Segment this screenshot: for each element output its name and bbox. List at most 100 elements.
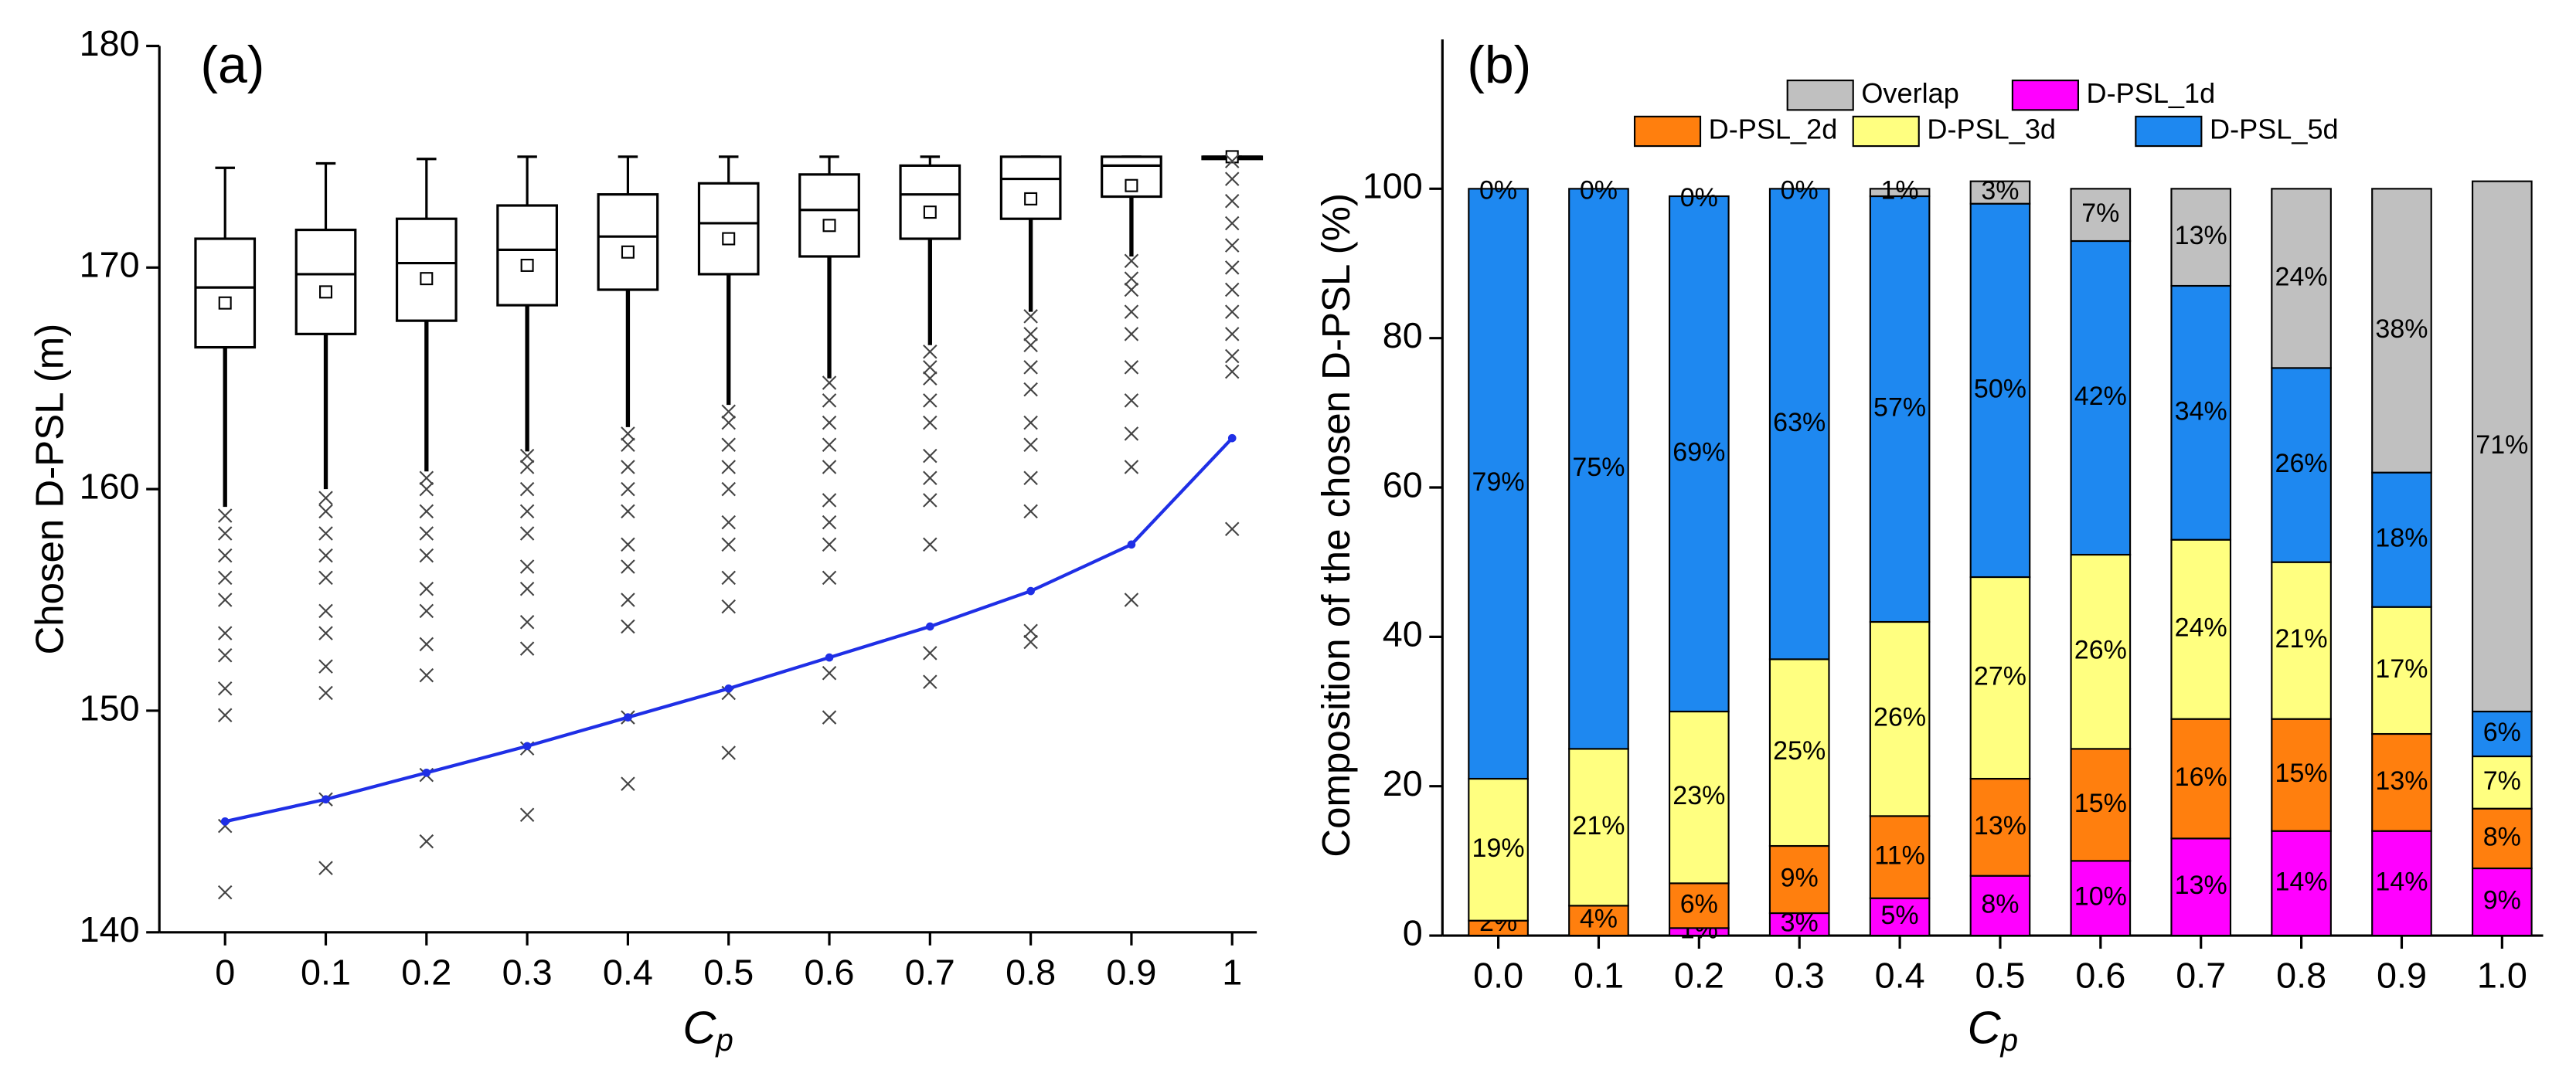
outlier [721, 599, 736, 614]
x-tick-label: 0.3 [502, 952, 553, 992]
outlier [1023, 338, 1038, 352]
y-tick-label: 20 [1383, 763, 1423, 803]
value-label: 71% [2476, 430, 2528, 460]
line-point [724, 684, 733, 693]
x-tick-label: 0.8 [2276, 956, 2326, 996]
outlier [1023, 309, 1038, 324]
bar-segment [1468, 188, 1529, 780]
outlier [923, 415, 938, 430]
outlier [923, 674, 938, 689]
x-tick-label: 0.9 [1106, 952, 1156, 992]
outlier [621, 537, 635, 552]
bar-segment [2070, 239, 2132, 556]
y-axis-label: Chosen D-PSL (m) [27, 324, 71, 655]
outlier [217, 548, 233, 563]
outlier [721, 460, 736, 474]
outlier [419, 603, 434, 619]
outlier [519, 614, 535, 630]
value-label: 13% [2375, 766, 2428, 796]
bar-segment [1969, 875, 2031, 937]
value-label: 27% [1974, 662, 2026, 691]
bar-segment [1869, 897, 1931, 937]
y-tick-label: 100 [1363, 166, 1423, 206]
line-point [522, 742, 532, 751]
chart-title: (a) [200, 36, 264, 94]
outlier [318, 548, 333, 563]
outlier [923, 493, 938, 508]
outlier [419, 504, 434, 519]
legend-label: D-PSL_1d [2087, 77, 2216, 109]
legend-label: Overlap [1861, 77, 1958, 109]
outlier [217, 626, 233, 640]
x-tick-label: 0.6 [805, 952, 855, 992]
bar-segment [1468, 777, 1529, 922]
value-label: 42% [2074, 382, 2127, 411]
outlier [621, 481, 635, 497]
outlier [1023, 360, 1038, 375]
bar-segment [2070, 748, 2132, 862]
y-axis-label: Composition of the chosen D-PSL (%) [1314, 193, 1358, 858]
value-label: 23% [1673, 781, 1725, 810]
value-label: 10% [2074, 882, 2127, 912]
box [1101, 155, 1162, 199]
outlier [217, 570, 233, 586]
x-axis-label-sub: p [2000, 1022, 2018, 1058]
mean [1225, 150, 1239, 164]
value-label: 7% [2081, 199, 2119, 228]
outlier [318, 685, 333, 701]
box [597, 193, 659, 291]
outlier [318, 861, 333, 875]
line-point [422, 768, 431, 777]
outlier [419, 667, 434, 683]
x-tick-label: 0.2 [401, 952, 451, 992]
outlier [822, 493, 837, 508]
legend-swatch [2135, 115, 2203, 148]
outlier [923, 360, 938, 375]
outlier [419, 526, 434, 541]
value-label: 13% [1974, 811, 2026, 841]
outlier [1224, 282, 1240, 297]
legend-swatch [1633, 115, 1702, 148]
value-label: 26% [2074, 636, 2127, 665]
y-tick-label: 150 [80, 688, 140, 728]
outlier [519, 559, 535, 574]
y-tick-label: 140 [80, 909, 140, 949]
outlier [621, 593, 635, 607]
bar-segment [1768, 912, 1830, 937]
outlier [721, 537, 736, 552]
outlier [721, 437, 736, 453]
outlier [318, 570, 333, 586]
y-tick-label: 60 [1383, 464, 1423, 504]
outlier [721, 570, 736, 586]
y-tick-label: 40 [1383, 614, 1423, 654]
value-label: 7% [2483, 766, 2521, 796]
box [395, 217, 458, 322]
mean [420, 272, 434, 286]
outlier [1023, 470, 1038, 486]
bar-segment [2271, 188, 2332, 369]
legend-swatch [1852, 115, 1920, 148]
outlier [519, 460, 535, 474]
value-label: 4% [1580, 905, 1618, 934]
bar-segment [1768, 844, 1830, 915]
outlier [1124, 393, 1139, 408]
outlier [1224, 364, 1240, 379]
bar-segment [2472, 710, 2533, 758]
outlier [1023, 634, 1038, 650]
outlier [621, 559, 635, 574]
value-label: 0% [1580, 176, 1618, 205]
outlier [318, 626, 333, 640]
outlier [1023, 504, 1038, 519]
box [798, 173, 860, 258]
outlier [519, 641, 535, 656]
x-tick-label: 0.3 [1775, 956, 1825, 996]
bar-segment [1969, 576, 2031, 780]
x-tick-label: 0.9 [2377, 956, 2427, 996]
outlier [1124, 253, 1139, 268]
outlier [621, 437, 635, 453]
value-label: 8% [2483, 822, 2521, 851]
outlier [419, 637, 434, 652]
x-axis-label-main: C [1968, 1001, 2002, 1053]
bar-segment [2170, 188, 2232, 287]
